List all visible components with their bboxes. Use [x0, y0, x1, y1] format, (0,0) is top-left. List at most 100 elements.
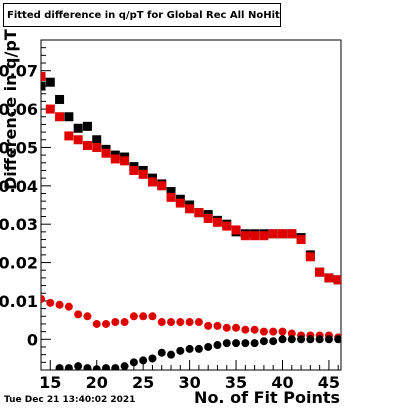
- data-point-series-3: [55, 300, 64, 309]
- data-point-series-4: [269, 337, 278, 346]
- data-point-series-4: [102, 364, 111, 370]
- y-tick-label: 0.02: [0, 254, 38, 273]
- data-point-series-1: [92, 135, 102, 145]
- x-axis-label: No. of Fit Points: [194, 388, 340, 407]
- data-point-series-3: [185, 318, 194, 327]
- data-point-series-4: [55, 364, 64, 370]
- x-tick-label: 30: [178, 373, 200, 392]
- data-point-series-3: [232, 323, 241, 332]
- data-point-series-3: [64, 302, 73, 311]
- data-point-series-2: [240, 231, 250, 241]
- data-point-series-2: [64, 131, 74, 141]
- data-point-series-3: [157, 318, 166, 327]
- data-point-series-4: [167, 350, 176, 359]
- data-point-series-3: [41, 295, 45, 304]
- data-point-series-2: [175, 198, 185, 208]
- data-point-series-4: [213, 341, 222, 350]
- data-point-series-4: [222, 339, 231, 348]
- data-point-series-4: [83, 364, 92, 370]
- data-point-series-2: [110, 154, 120, 164]
- data-point-series-3: [278, 327, 287, 336]
- y-tick-label: 0.05: [0, 138, 38, 157]
- x-tick-label: 45: [318, 373, 340, 392]
- data-point-series-4: [194, 344, 203, 353]
- y-axis-label: Difference in q/pT: [1, 29, 20, 190]
- data-point-series-2: [138, 169, 148, 179]
- data-point-series-1: [41, 81, 46, 91]
- data-point-series-3: [120, 318, 129, 327]
- data-point-series-4: [176, 346, 185, 355]
- data-point-series-2: [324, 273, 334, 283]
- data-point-series-2: [166, 192, 176, 202]
- data-point-series-3: [213, 321, 222, 330]
- data-point-series-2: [82, 141, 92, 151]
- data-point-series-1: [166, 187, 176, 197]
- data-point-series-3: [148, 312, 157, 321]
- data-point-series-3: [250, 325, 259, 334]
- data-point-series-4: [120, 362, 129, 370]
- data-point-series-1: [82, 121, 92, 131]
- x-tick-label: 20: [86, 373, 108, 392]
- data-point-series-2: [185, 204, 195, 214]
- data-point-series-2: [315, 267, 325, 277]
- data-point-series-2: [41, 71, 46, 81]
- data-point-series-4: [157, 348, 166, 357]
- data-point-series-2: [194, 208, 204, 218]
- x-tick-label: 25: [132, 373, 154, 392]
- data-point-series-4: [250, 339, 259, 348]
- data-point-series-4: [315, 335, 324, 344]
- y-tick-label: 0.07: [0, 62, 38, 81]
- data-point-series-3: [269, 327, 278, 336]
- data-point-series-3: [204, 321, 213, 330]
- data-point-series-3: [102, 319, 111, 328]
- data-point-series-3: [241, 325, 250, 334]
- y-tick-label: 0.03: [0, 215, 38, 234]
- data-point-series-2: [333, 275, 341, 285]
- data-point-series-3: [139, 312, 148, 321]
- data-point-series-2: [222, 221, 232, 231]
- data-point-series-4: [139, 356, 148, 365]
- data-point-series-4: [204, 342, 213, 351]
- data-point-series-3: [176, 318, 185, 327]
- data-point-series-4: [64, 364, 73, 370]
- data-point-series-2: [101, 148, 111, 158]
- x-tick-label: 40: [271, 373, 293, 392]
- data-point-series-2: [250, 231, 260, 241]
- y-tick-label: 0: [27, 330, 38, 349]
- x-tick-label: 35: [225, 373, 247, 392]
- data-point-series-2: [212, 217, 222, 227]
- data-point-series-4: [287, 335, 296, 344]
- data-point-series-2: [268, 229, 278, 239]
- data-point-series-2: [277, 229, 287, 239]
- data-point-series-2: [55, 112, 65, 122]
- data-point-series-1: [73, 123, 83, 133]
- data-point-series-2: [73, 135, 83, 145]
- data-point-series-3: [222, 323, 231, 332]
- data-point-series-4: [74, 362, 83, 370]
- data-point-series-4: [111, 364, 120, 370]
- data-point-series-3: [259, 327, 268, 336]
- data-point-series-3: [46, 298, 55, 307]
- data-point-series-2: [129, 165, 139, 175]
- data-point-series-4: [259, 337, 268, 346]
- data-point-series-1: [64, 112, 74, 122]
- data-point-series-2: [287, 229, 297, 239]
- x-tick-label: 15: [39, 373, 61, 392]
- axis-ticks: 15 20 25 30 35 40 45 0 0.01 0.02 0.03 0.04 0.05 0.06 0…: [0, 39, 340, 392]
- data-point-series-4: [324, 335, 333, 344]
- data-point-series-3: [92, 319, 101, 328]
- data-point-series-4: [241, 339, 250, 348]
- data-point-series-4: [306, 335, 315, 344]
- data-point-series-4: [334, 335, 341, 344]
- timestamp: Tue Dec 21 13:40:02 2021: [4, 395, 136, 405]
- data-point-series-3: [83, 312, 92, 321]
- data-point-series-2: [157, 181, 167, 191]
- data-point-series-4: [92, 365, 101, 370]
- data-point-series-4: [297, 335, 306, 344]
- data-point-series-2: [203, 213, 213, 223]
- data-point-series-2: [92, 142, 102, 152]
- data-point-series-3: [194, 318, 203, 327]
- data-point-series-1: [55, 94, 65, 104]
- data-point-series-4: [185, 344, 194, 353]
- data-point-series-3: [287, 329, 296, 338]
